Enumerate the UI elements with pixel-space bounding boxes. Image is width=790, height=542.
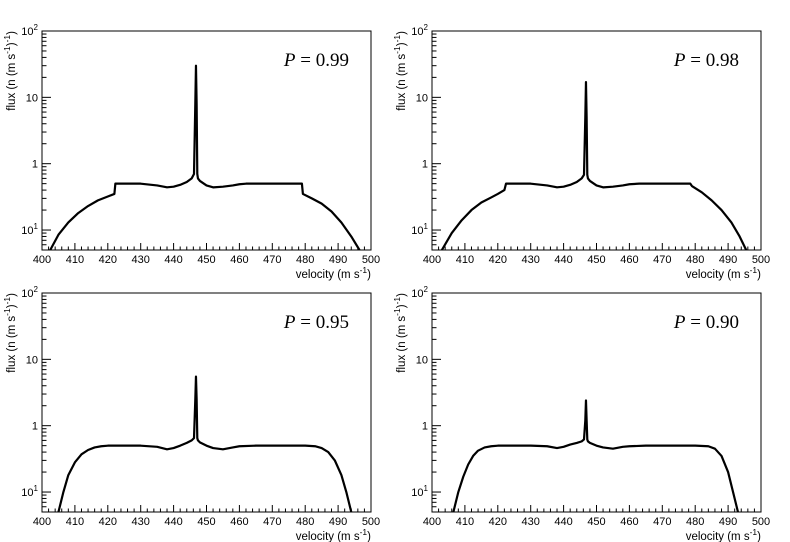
x-tick-label: 450 (587, 254, 605, 266)
y-tick-label: 101 (411, 222, 428, 237)
y-axis-title: flux (n (m s-1)-1) (2, 293, 18, 373)
x-tick-label: 460 (230, 516, 248, 528)
y-tick-label: 101 (411, 484, 428, 499)
y-tick-label: 10 (416, 354, 428, 366)
polarization-label: P = 0.90 (673, 312, 739, 333)
x-tick-label: 500 (362, 254, 380, 266)
flux-curve-1 (49, 64, 361, 250)
x-tick-label: 410 (66, 254, 84, 266)
flux-curve-1 (440, 80, 748, 250)
x-tick-label: 500 (752, 516, 770, 528)
y-tick-label: 1 (422, 159, 428, 171)
y-tick-label: 102 (411, 285, 428, 300)
x-tick-label: 450 (587, 516, 605, 528)
x-tick-label: 480 (296, 254, 314, 266)
x-tick-label: 460 (620, 516, 638, 528)
x-tick-label: 440 (164, 254, 182, 266)
y-tick-label: 1 (422, 421, 428, 433)
x-tick-label: 460 (620, 254, 638, 266)
x-tick-label: 410 (456, 254, 474, 266)
polarization-label: P = 0.99 (283, 50, 349, 71)
x-tick-label: 400 (33, 516, 51, 528)
polarization-label: P = 0.95 (283, 312, 349, 333)
x-tick-label: 500 (752, 254, 770, 266)
x-tick-label: 420 (489, 516, 507, 528)
y-tick-label: 102 (411, 23, 428, 38)
x-tick-label: 440 (164, 516, 182, 528)
x-tick-label: 420 (99, 516, 117, 528)
y-tick-label: 101 (21, 222, 38, 237)
y-tick-label: 10 (416, 92, 428, 104)
y-tick-label: 10 (26, 354, 38, 366)
x-tick-label: 470 (653, 254, 671, 266)
y-tick-label: 1 (32, 159, 38, 171)
y-axis-title: flux (n (m s-1)-1) (392, 293, 408, 373)
polarization-label: P = 0.98 (673, 50, 739, 71)
y-tick-label: 10 (26, 92, 38, 104)
y-tick-label: 101 (21, 484, 38, 499)
y-axis-title: flux (n (m s-1)-1) (392, 31, 408, 111)
x-tick-label: 400 (423, 516, 441, 528)
chart-panel-4: 400 410 420 430 440 450 460 470 480 490 5001021011… (392, 285, 770, 542)
chart-panel-3: 400 410 420 430 440 450 460 470 480 490 5001021011… (2, 285, 380, 542)
flux-curve-1 (57, 375, 353, 512)
y-tick-label: 1 (32, 421, 38, 433)
x-axis-title: velocity (m s-1) (686, 265, 761, 281)
x-tick-label: 450 (197, 516, 215, 528)
chart-panel-1: 400 410 420 430 440 450 460 470 480 490 5001021011… (2, 23, 380, 281)
chart-panel-2: 400 410 420 430 440 450 460 470 480 490 5001021011… (392, 23, 770, 281)
x-tick-label: 460 (230, 254, 248, 266)
x-tick-label: 400 (33, 254, 51, 266)
y-tick-label: 102 (21, 285, 38, 300)
x-tick-label: 470 (263, 516, 281, 528)
x-tick-label: 450 (197, 254, 215, 266)
x-tick-label: 490 (719, 516, 737, 528)
x-axis-title: velocity (m s-1) (686, 527, 761, 542)
x-tick-label: 490 (719, 254, 737, 266)
x-tick-label: 430 (522, 516, 540, 528)
x-tick-label: 440 (554, 516, 572, 528)
x-axis-title: velocity (m s-1) (296, 265, 371, 281)
x-tick-label: 420 (99, 254, 117, 266)
x-tick-label: 480 (296, 516, 314, 528)
y-axis-title: flux (n (m s-1)-1) (2, 31, 18, 111)
x-tick-label: 490 (329, 254, 347, 266)
x-axis-title: velocity (m s-1) (296, 527, 371, 542)
y-tick-label: 102 (21, 23, 38, 38)
x-tick-label: 500 (362, 516, 380, 528)
x-tick-label: 470 (263, 254, 281, 266)
x-tick-label: 480 (686, 254, 704, 266)
x-tick-label: 440 (554, 254, 572, 266)
flux-curve-1 (452, 399, 740, 512)
x-tick-label: 410 (66, 516, 84, 528)
x-tick-label: 470 (653, 516, 671, 528)
x-tick-label: 420 (489, 254, 507, 266)
x-tick-label: 430 (132, 516, 150, 528)
x-tick-label: 430 (522, 254, 540, 266)
x-tick-label: 430 (132, 254, 150, 266)
x-tick-label: 400 (423, 254, 441, 266)
x-tick-label: 490 (329, 516, 347, 528)
x-tick-label: 410 (456, 516, 474, 528)
x-tick-label: 480 (686, 516, 704, 528)
